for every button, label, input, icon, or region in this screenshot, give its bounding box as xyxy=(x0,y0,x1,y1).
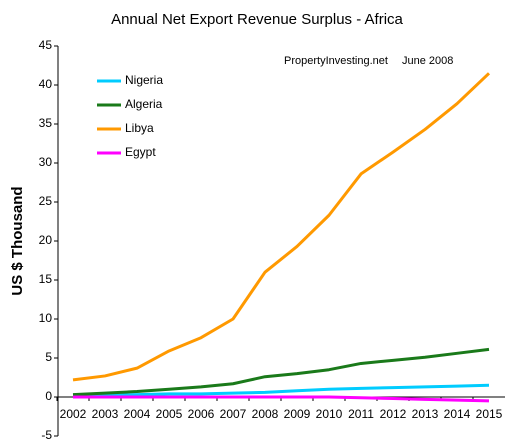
x-tick-label: 2006 xyxy=(188,407,215,421)
line-series xyxy=(72,347,490,397)
y-tick-label: 10 xyxy=(39,311,53,325)
x-tick-label: 2011 xyxy=(348,407,374,421)
x-tick-label: 2014 xyxy=(444,407,471,421)
y-tick-label: 25 xyxy=(39,194,53,208)
line-series xyxy=(72,72,491,382)
y-axis-label: US $ Thousand xyxy=(9,186,26,295)
legend-label: Egypt xyxy=(125,145,156,159)
y-tick-label: -5 xyxy=(41,428,52,442)
line-series xyxy=(72,383,490,398)
x-tick-label: 2013 xyxy=(412,407,439,421)
annotation: PropertyInvesting.net xyxy=(284,55,388,67)
y-tick-label: 0 xyxy=(45,389,52,403)
y-tick-label: 35 xyxy=(39,116,53,130)
legend-label: Libya xyxy=(125,121,154,135)
chart-title: Annual Net Export Revenue Surplus - Afri… xyxy=(111,11,403,28)
annotation: June 2008 xyxy=(402,55,453,67)
x-tick-label: 2012 xyxy=(380,407,407,421)
legend-label: Algeria xyxy=(125,97,163,111)
x-tick-label: 2003 xyxy=(92,407,119,421)
legend-label: Nigeria xyxy=(125,73,163,87)
line-series xyxy=(73,395,490,403)
x-tick-label: 2015 xyxy=(476,407,503,421)
x-tick-label: 2010 xyxy=(316,407,343,421)
x-tick-label: 2005 xyxy=(156,407,183,421)
y-tick-label: 5 xyxy=(45,350,52,364)
x-tick-label: 2004 xyxy=(124,407,151,421)
y-tick-label: 15 xyxy=(39,272,53,286)
x-tick-label: 2008 xyxy=(252,407,279,421)
y-tick-label: 30 xyxy=(39,155,53,169)
x-tick-label: 2002 xyxy=(60,407,87,421)
x-tick-label: 2007 xyxy=(220,407,247,421)
y-tick-label: 20 xyxy=(39,233,53,247)
x-tick-label: 2009 xyxy=(284,407,311,421)
y-tick-label: 40 xyxy=(39,77,53,91)
y-tick-label: 45 xyxy=(39,38,53,52)
